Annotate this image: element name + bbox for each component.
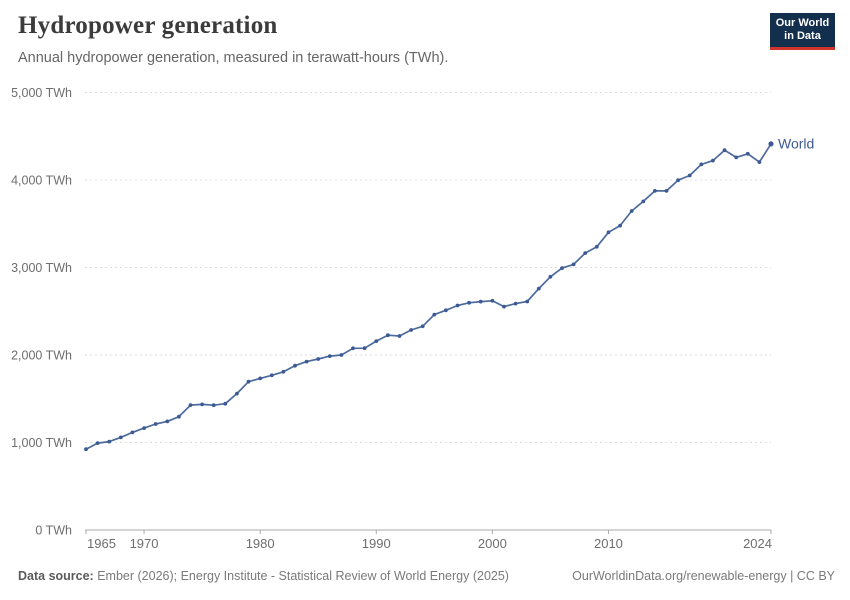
owid-logo-line2: in Data [784, 30, 821, 42]
data-point[interactable] [153, 422, 158, 426]
data-point[interactable] [768, 141, 774, 147]
data-point[interactable] [397, 334, 402, 338]
data-point[interactable] [757, 160, 762, 165]
data-point[interactable] [478, 299, 483, 304]
data-source-label: Data source: [18, 569, 94, 583]
data-point[interactable] [502, 304, 506, 309]
data-point[interactable] [374, 339, 379, 343]
data-point[interactable] [281, 369, 286, 374]
data-point[interactable] [722, 148, 727, 153]
data-point[interactable] [211, 403, 216, 408]
owid-logo-line1: Our World [775, 16, 830, 29]
data-point[interactable] [420, 324, 425, 329]
x-tick-label: 1990 [362, 536, 391, 551]
data-point[interactable] [571, 262, 576, 267]
data-point[interactable] [269, 373, 274, 378]
data-point[interactable] [258, 376, 263, 381]
chart-subtitle: Annual hydropower generation, measured i… [18, 50, 449, 66]
data-point[interactable] [734, 155, 739, 160]
data-point[interactable] [536, 286, 541, 291]
data-point[interactable] [618, 223, 622, 228]
data-point[interactable] [95, 441, 100, 445]
data-point[interactable] [165, 419, 170, 424]
y-tick-label: 3,000 TWh [11, 261, 72, 275]
data-point[interactable] [177, 414, 181, 419]
series-label-world[interactable]: World [778, 135, 814, 151]
data-point[interactable] [188, 403, 193, 407]
data-point[interactable] [525, 299, 530, 304]
data-point[interactable] [316, 357, 321, 361]
data-point[interactable] [444, 308, 448, 313]
data-point[interactable] [664, 189, 669, 193]
owid-logo[interactable]: Our World in Data [770, 13, 835, 50]
data-point[interactable] [583, 251, 588, 256]
data-point[interactable] [687, 173, 692, 178]
data-point[interactable] [293, 363, 297, 368]
data-point[interactable] [641, 199, 646, 204]
data-point[interactable] [455, 303, 460, 308]
data-point[interactable] [606, 230, 611, 235]
data-point[interactable] [560, 266, 564, 270]
x-tick-label: 2000 [478, 536, 507, 551]
data-point[interactable] [386, 333, 390, 338]
data-point[interactable] [130, 430, 135, 435]
data-point[interactable] [490, 298, 495, 303]
x-tick-label: 2010 [594, 536, 623, 551]
y-tick-label: 0 TWh [35, 524, 72, 538]
data-point[interactable] [548, 274, 553, 279]
x-tick-label: 1965 [87, 536, 116, 551]
data-point[interactable] [745, 151, 750, 156]
data-point[interactable] [304, 359, 309, 364]
data-point[interactable] [107, 439, 112, 444]
data-point[interactable] [200, 402, 205, 407]
data-point[interactable] [409, 328, 413, 332]
owid-url-license-link[interactable]: OurWorldinData.org/renewable-energy | CC… [572, 569, 835, 583]
data-point[interactable] [118, 435, 123, 440]
data-point[interactable] [513, 301, 518, 306]
x-tick-label: 1970 [130, 536, 159, 551]
data-source-text: Ember (2026); Energy Institute - Statist… [97, 569, 509, 583]
data-point[interactable] [142, 426, 147, 430]
data-point[interactable] [676, 178, 680, 183]
data-point[interactable] [629, 209, 634, 213]
data-point[interactable] [339, 353, 344, 357]
y-tick-label: 1,000 TWh [11, 436, 72, 450]
data-point[interactable] [246, 379, 251, 384]
data-point[interactable] [235, 391, 239, 396]
data-point[interactable] [432, 312, 437, 317]
data-point[interactable] [711, 158, 715, 163]
data-point[interactable] [327, 354, 332, 358]
data-point[interactable] [467, 300, 471, 305]
y-tick-label: 5,000 TWh [11, 86, 72, 100]
x-tick-label: 2024 [743, 536, 772, 551]
data-point[interactable] [362, 346, 367, 351]
world-line[interactable] [85, 143, 772, 451]
data-point[interactable] [594, 244, 599, 249]
data-source-note: Data source: Ember (2026); Energy Instit… [18, 569, 509, 583]
data-point[interactable] [84, 447, 88, 452]
y-tick-label: 4,000 TWh [11, 174, 72, 188]
data-point[interactable] [699, 162, 704, 167]
data-point[interactable] [223, 401, 228, 406]
data-point[interactable] [351, 346, 355, 351]
data-point[interactable] [653, 189, 657, 193]
y-tick-label: 2,000 TWh [11, 349, 72, 363]
x-tick-label: 1980 [246, 536, 275, 551]
chart-title: Hydropower generation [18, 12, 278, 39]
